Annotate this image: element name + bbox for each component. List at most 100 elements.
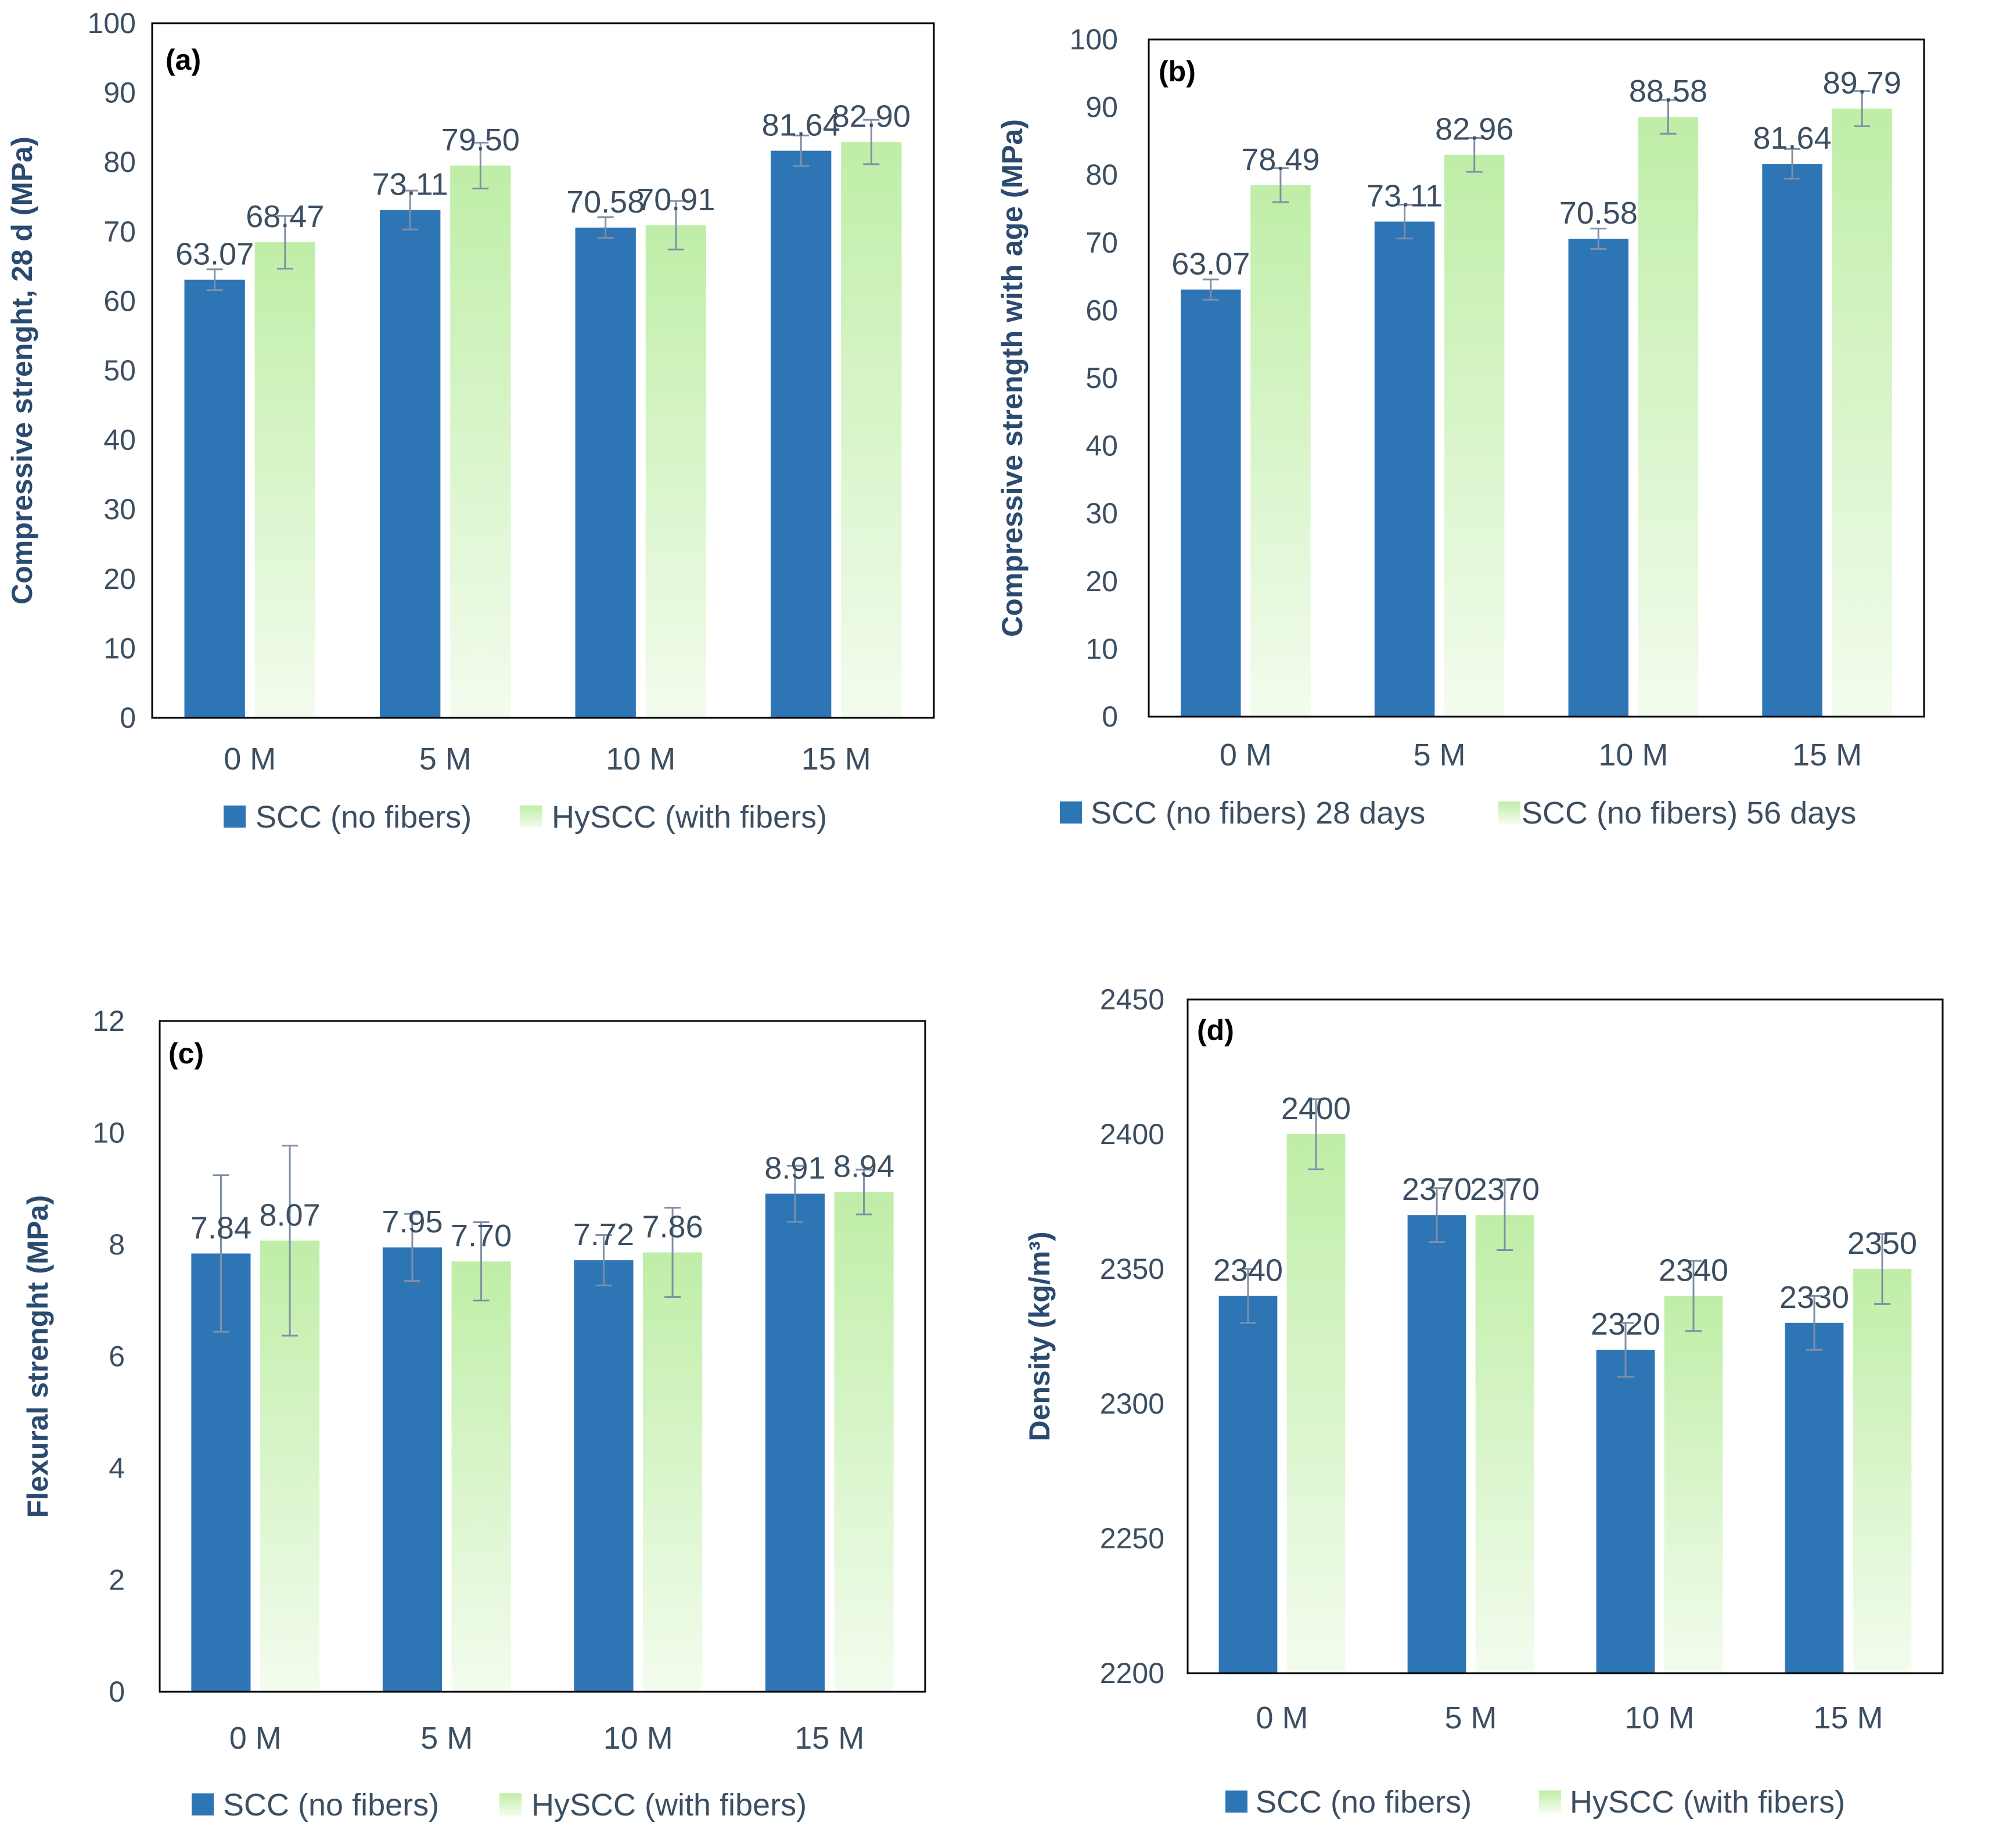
panel-label: (d) xyxy=(1197,1014,1234,1047)
data-label: 88.58 xyxy=(1629,74,1707,109)
legend-swatch xyxy=(520,806,542,828)
data-label: 78.49 xyxy=(1241,142,1319,177)
y-tick-label: 50 xyxy=(103,354,136,387)
chart-a: 0 10 20 30 40 50 60 70 80 90 100 Compressive streng… xyxy=(6,7,935,835)
y-axis-label: Compressive strength with age (MPa) xyxy=(996,119,1029,637)
bar xyxy=(1444,154,1505,717)
data-label: 2330 xyxy=(1779,1280,1849,1315)
bar xyxy=(254,242,315,718)
data-label: 2340 xyxy=(1659,1253,1728,1288)
plot-frame xyxy=(1148,38,1925,718)
bar xyxy=(1374,221,1435,717)
y-tick-label: 100 xyxy=(88,7,136,39)
data-label: 70.58 xyxy=(566,185,645,220)
plot-frame xyxy=(1186,998,1944,1674)
y-axis-label: Flexural strenght (MPa) xyxy=(21,1195,54,1518)
data-label: 73.11 xyxy=(1367,179,1443,214)
data-label: 89.79 xyxy=(1823,66,1901,100)
x-tick-label: 10 M xyxy=(606,742,675,776)
x-tick-label: 15 M xyxy=(801,742,871,776)
chart-c: 0 2 4 6 8 10 12 Flexural strenght (MPa) 7.84 8.07… xyxy=(21,1005,926,1822)
y-tick-label: 90 xyxy=(1085,91,1118,124)
y-tick-label: 2350 xyxy=(1100,1253,1164,1285)
x-tick-label: 15 M xyxy=(1813,1700,1883,1735)
y-tick-label: 2300 xyxy=(1100,1387,1164,1420)
legend-swatch xyxy=(1539,1791,1561,1813)
bar xyxy=(645,225,706,718)
y-axis-label: Compressive strenght, 28 d (MPa) xyxy=(6,136,38,605)
x-tick-label: 5 M xyxy=(1444,1700,1497,1735)
data-label: 68.47 xyxy=(246,199,324,234)
x-tick-label: 0 M xyxy=(224,742,276,776)
data-label: 7.84 xyxy=(190,1210,251,1245)
bar xyxy=(1638,117,1699,717)
x-tick-label: 10 M xyxy=(1598,738,1668,772)
x-tick-label: 15 M xyxy=(1792,738,1862,772)
y-tick-label: 2450 xyxy=(1100,983,1164,1016)
data-label: 82.96 xyxy=(1435,112,1513,147)
bar xyxy=(1853,1269,1912,1673)
bar xyxy=(382,1247,443,1692)
x-tick-label: 0 M xyxy=(1220,738,1272,772)
y-tick-label: 0 xyxy=(120,702,136,734)
bar xyxy=(1568,239,1629,717)
y-tick-label: 20 xyxy=(103,563,136,595)
data-label: 79.50 xyxy=(441,123,520,157)
y-tick-label: 2 xyxy=(109,1564,125,1597)
chart-d: 2200 2250 2300 2350 2400 2450 Density (kg/m³) 2… xyxy=(1023,983,1944,1820)
y-tick-label: 70 xyxy=(1085,226,1118,259)
legend-entry: HySCC (with fibers) xyxy=(531,1788,807,1822)
y-tick-label: 40 xyxy=(103,424,136,456)
x-tick-label: 0 M xyxy=(1256,1700,1308,1735)
data-label: 7.95 xyxy=(382,1205,443,1239)
bar xyxy=(574,1260,634,1692)
y-tick-label: 0 xyxy=(109,1676,125,1708)
y-tick-label: 80 xyxy=(1085,159,1118,191)
legend-swatch xyxy=(192,1793,214,1815)
y-tick-label: 20 xyxy=(1085,565,1118,598)
y-tick-label: 2250 xyxy=(1100,1522,1164,1555)
data-label: 2350 xyxy=(1847,1226,1917,1261)
bar xyxy=(575,227,636,718)
x-tick-label: 5 M xyxy=(1414,738,1466,772)
y-tick-label: 0 xyxy=(1102,700,1118,733)
y-tick-label: 10 xyxy=(92,1117,125,1149)
y-axis-label: Density (kg/m³) xyxy=(1023,1231,1056,1441)
data-label: 7.70 xyxy=(451,1218,512,1253)
legend-entry: SCC (no fibers) xyxy=(223,1788,439,1822)
y-tick-label: 30 xyxy=(103,493,136,526)
data-label: 2320 xyxy=(1591,1307,1660,1342)
y-tick-label: 70 xyxy=(103,215,136,248)
data-label: 73.11 xyxy=(372,167,448,202)
legend-entry: HySCC (with fibers) xyxy=(1570,1785,1845,1820)
data-label: 63.07 xyxy=(175,237,254,272)
data-label: 81.64 xyxy=(1753,121,1831,156)
data-label: 7.72 xyxy=(573,1217,634,1252)
x-tick-label: 5 M xyxy=(419,742,472,776)
data-label: 8.91 xyxy=(764,1150,825,1185)
x-tick-label: 5 M xyxy=(420,1721,473,1756)
data-label: 82.90 xyxy=(832,99,911,134)
y-tick-label: 10 xyxy=(1085,632,1118,665)
data-label: 2340 xyxy=(1213,1253,1283,1288)
x-tick-label: 10 M xyxy=(603,1721,673,1756)
legend-entry: SCC (no fibers) 28 days xyxy=(1091,796,1425,830)
bar xyxy=(642,1252,703,1692)
x-tick-label: 0 M xyxy=(229,1721,282,1756)
y-tick-label: 10 xyxy=(103,632,136,664)
panel-label: (a) xyxy=(166,44,201,76)
bar xyxy=(1832,109,1892,717)
bar xyxy=(1407,1215,1466,1673)
y-tick-label: 8 xyxy=(109,1228,125,1261)
y-tick-label: 2200 xyxy=(1100,1657,1164,1689)
legend-entry: HySCC (with fibers) xyxy=(552,800,827,835)
bar xyxy=(380,210,441,718)
plot-frame xyxy=(151,22,935,719)
bar xyxy=(1596,1350,1655,1673)
data-label: 8.07 xyxy=(260,1198,321,1232)
plot-frame xyxy=(159,1020,926,1693)
y-tick-label: 60 xyxy=(1085,294,1118,326)
data-label: 63.07 xyxy=(1171,247,1250,282)
legend-swatch xyxy=(499,1793,522,1815)
data-label: 2370 xyxy=(1470,1172,1540,1207)
